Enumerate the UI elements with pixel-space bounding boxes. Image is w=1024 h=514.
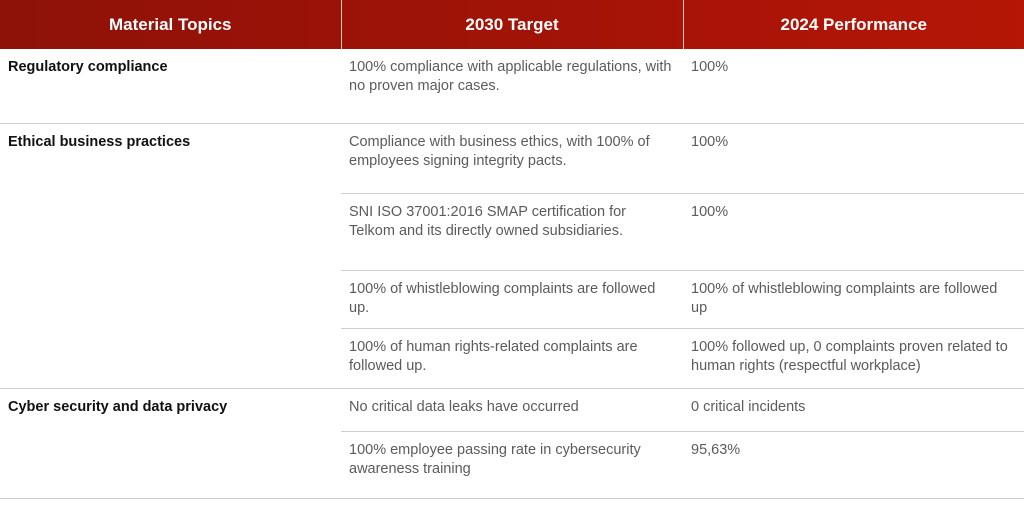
topic-cyber-security: Cyber security and data privacy: [0, 388, 341, 499]
topic-regulatory-compliance: Regulatory compliance: [0, 49, 341, 124]
target-cell: Compliance with business ethics, with 10…: [341, 123, 683, 194]
performance-cell: 100%: [683, 49, 1024, 124]
table-header: Material Topics 2030 Target 2024 Perform…: [0, 0, 1024, 49]
target-cell: 100% of human rights-related complaints …: [341, 328, 683, 389]
performance-cell: 100% of whistleblowing complaints are fo…: [683, 270, 1024, 329]
table-row: Cyber security and data privacy No criti…: [0, 388, 1024, 499]
performance-cell: 95,63%: [683, 431, 1024, 499]
header-material-topics: Material Topics: [0, 0, 342, 49]
target-cell: No critical data leaks have occurred: [341, 388, 683, 432]
target-cell: 100% employee passing rate in cybersecur…: [341, 431, 683, 499]
table-row: Ethical business practices Compliance wi…: [0, 123, 1024, 389]
header-2030-target: 2030 Target: [341, 0, 684, 49]
table-row: 100% of human rights-related complaints …: [0, 328, 1024, 389]
table-row: SNI ISO 37001:2016 SMAP certification fo…: [0, 193, 1024, 271]
performance-cell: 0 critical incidents: [683, 388, 1024, 432]
header-2024-performance: 2024 Performance: [780, 14, 927, 34]
performance-cell: 100%: [683, 123, 1024, 194]
targets-table: Material Topics 2030 Target 2024 Perform…: [0, 0, 1024, 499]
performance-cell: 100%: [683, 193, 1024, 271]
table-body: Regulatory compliance 100% compliance wi…: [0, 49, 1024, 499]
table-row: Regulatory compliance 100% compliance wi…: [0, 49, 1024, 124]
header-row: Material Topics 2030 Target 2024 Perform…: [0, 0, 1024, 49]
topic-ethical-business-practices: Ethical business practices: [0, 123, 341, 389]
target-cell: SNI ISO 37001:2016 SMAP certification fo…: [341, 193, 683, 271]
target-cell: 100% of whistleblowing complaints are fo…: [341, 270, 683, 329]
target-cell: 100% compliance with applicable regulati…: [341, 49, 683, 124]
table-row: 100% of whistleblowing complaints are fo…: [0, 270, 1024, 329]
table-row: 100% employee passing rate in cybersecur…: [0, 431, 1024, 499]
performance-cell: 100% followed up, 0 complaints proven re…: [683, 328, 1024, 389]
